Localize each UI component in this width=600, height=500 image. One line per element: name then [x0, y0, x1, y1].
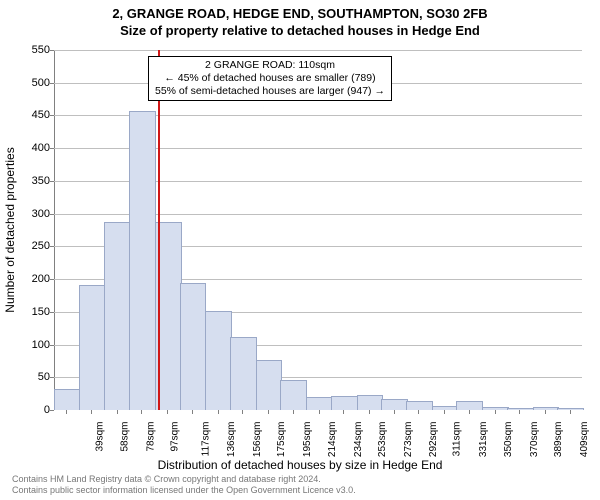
x-tick	[394, 410, 395, 414]
x-tick-label: 175sqm	[276, 422, 287, 458]
x-tick-label: 409sqm	[579, 422, 590, 458]
histogram-bar	[54, 389, 81, 410]
x-tick	[469, 410, 470, 414]
x-tick-label: 39sqm	[95, 422, 106, 452]
y-tick	[50, 83, 54, 84]
annotation-line-2: ← 45% of detached houses are smaller (78…	[155, 72, 385, 85]
x-tick-label: 389sqm	[553, 422, 564, 458]
x-tick-label: 195sqm	[302, 422, 313, 458]
plot-area: 05010015020025030035040045050055039sqm58…	[54, 50, 582, 410]
y-tick	[50, 148, 54, 149]
annotation-line-3: 55% of semi-detached houses are larger (…	[155, 85, 385, 98]
y-tick-label: 50	[10, 371, 50, 383]
y-tick-label: 100	[10, 339, 50, 351]
histogram-bar	[79, 285, 106, 410]
histogram-chart: 05010015020025030035040045050055039sqm58…	[54, 50, 582, 410]
y-tick-label: 400	[10, 142, 50, 154]
x-tick-label: 117sqm	[201, 422, 212, 457]
y-tick	[50, 50, 54, 51]
y-tick-label: 350	[10, 175, 50, 187]
footer-line-1: Contains HM Land Registry data © Crown c…	[12, 474, 356, 485]
y-tick	[50, 246, 54, 247]
histogram-bar	[357, 395, 384, 410]
x-tick	[545, 410, 546, 414]
footer-line-2: Contains public sector information licen…	[12, 485, 356, 496]
x-tick-label: 97sqm	[170, 422, 181, 452]
histogram-bar	[129, 111, 156, 410]
x-tick	[167, 410, 168, 414]
histogram-bar	[406, 401, 433, 410]
y-tick	[50, 410, 54, 411]
histogram-bar	[533, 407, 560, 410]
histogram-bar	[331, 396, 358, 410]
y-tick-label: 0	[10, 404, 50, 416]
y-tick	[50, 214, 54, 215]
x-tick	[192, 410, 193, 414]
x-tick	[66, 410, 67, 414]
x-tick-label: 350sqm	[503, 422, 514, 458]
x-tick-label: 273sqm	[403, 422, 414, 458]
x-tick	[519, 410, 520, 414]
x-tick	[218, 410, 219, 414]
property-marker-line	[158, 50, 160, 410]
x-tick	[570, 410, 571, 414]
x-axis-label: Distribution of detached houses by size …	[0, 458, 600, 472]
y-tick-label: 550	[10, 44, 50, 56]
histogram-bar	[205, 311, 232, 410]
x-tick	[495, 410, 496, 414]
histogram-bar	[180, 283, 207, 410]
y-tick-label: 300	[10, 208, 50, 220]
x-tick	[319, 410, 320, 414]
x-tick	[418, 410, 419, 414]
footer-attribution: Contains HM Land Registry data © Crown c…	[12, 474, 356, 496]
histogram-bar	[280, 380, 307, 410]
histogram-bar	[256, 360, 283, 410]
x-tick	[268, 410, 269, 414]
x-tick-label: 156sqm	[252, 422, 263, 458]
y-tick	[50, 115, 54, 116]
histogram-bar	[230, 337, 257, 410]
x-tick-label: 311sqm	[452, 422, 463, 457]
x-tick-label: 78sqm	[145, 422, 156, 452]
x-tick-label: 136sqm	[226, 422, 237, 458]
x-tick	[91, 410, 92, 414]
y-axis-label: Number of detached properties	[3, 147, 17, 312]
y-gridline	[54, 50, 582, 51]
histogram-bar	[306, 397, 333, 410]
histogram-bar	[381, 399, 408, 410]
x-tick-label: 58sqm	[119, 422, 130, 452]
histogram-bar	[104, 222, 131, 410]
y-tick	[50, 312, 54, 313]
y-tick	[50, 377, 54, 378]
y-tick-label: 450	[10, 109, 50, 121]
y-tick	[50, 345, 54, 346]
y-tick	[50, 279, 54, 280]
histogram-bar	[456, 401, 483, 410]
y-axis-line	[54, 50, 55, 410]
y-tick-label: 150	[10, 306, 50, 318]
title-subtitle: Size of property relative to detached ho…	[0, 23, 600, 38]
x-tick	[242, 410, 243, 414]
x-tick-label: 253sqm	[377, 422, 388, 458]
x-tick-label: 331sqm	[478, 422, 489, 458]
x-tick	[141, 410, 142, 414]
x-tick	[117, 410, 118, 414]
x-tick	[369, 410, 370, 414]
y-tick-label: 200	[10, 273, 50, 285]
y-tick-label: 500	[10, 77, 50, 89]
x-tick-label: 234sqm	[353, 422, 364, 458]
x-tick	[293, 410, 294, 414]
x-tick-label: 370sqm	[529, 422, 540, 458]
title-address: 2, GRANGE ROAD, HEDGE END, SOUTHAMPTON, …	[0, 6, 600, 21]
x-tick	[444, 410, 445, 414]
x-tick-label: 214sqm	[327, 422, 338, 458]
x-tick	[343, 410, 344, 414]
y-tick-label: 250	[10, 240, 50, 252]
y-tick	[50, 181, 54, 182]
x-tick-label: 292sqm	[428, 422, 439, 458]
property-annotation: 2 GRANGE ROAD: 110sqm← 45% of detached h…	[148, 56, 392, 101]
annotation-line-1: 2 GRANGE ROAD: 110sqm	[155, 59, 385, 72]
